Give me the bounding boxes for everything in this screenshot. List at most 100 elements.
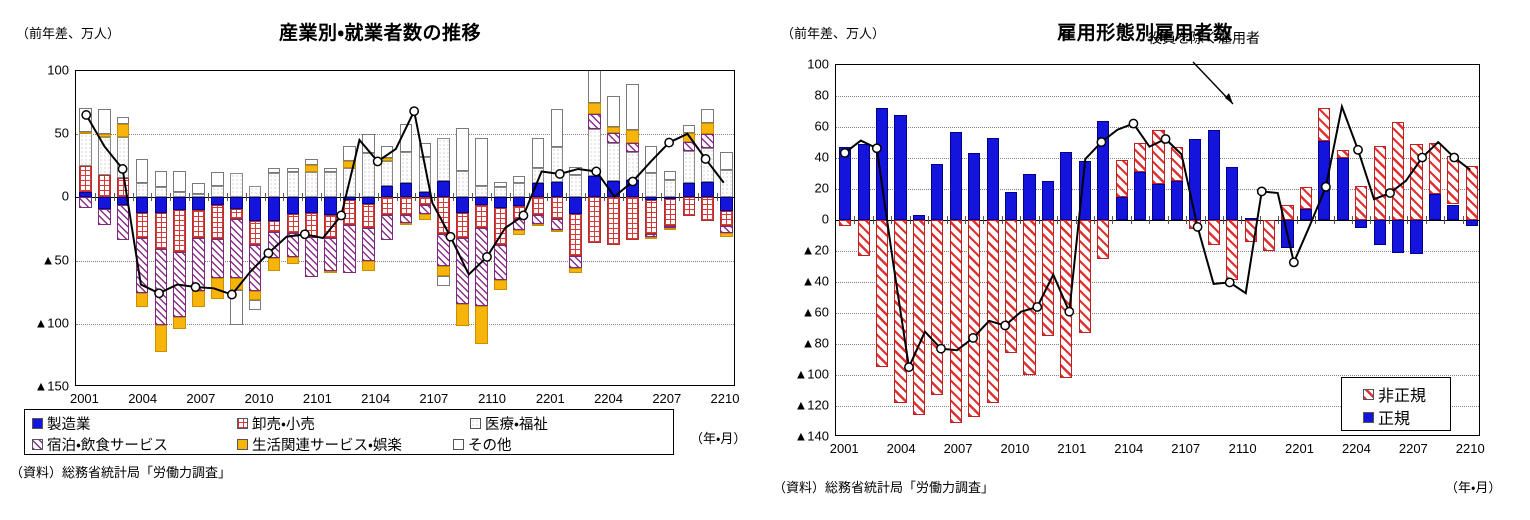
bar-segment (494, 207, 507, 246)
legend-item: 医療・福祉 (470, 413, 548, 434)
bar-segment (362, 134, 375, 154)
bar-segment (1004, 220, 1018, 354)
gridline (76, 323, 734, 325)
x-tick-mark (641, 193, 643, 202)
bar-segment (1189, 220, 1202, 230)
bar-segment (607, 132, 620, 144)
bar-segment (701, 122, 714, 135)
legend-item: 卸売・小売 (237, 413, 315, 434)
bar-segment (173, 170, 186, 193)
bar-segment (569, 213, 582, 256)
x-tick-mark (208, 193, 209, 202)
legend-label: 宿泊・飲食サービス (47, 438, 168, 454)
bar-segment (1336, 150, 1349, 158)
bar-segment (211, 239, 224, 279)
bar-segment (211, 204, 224, 240)
x-tick-label: 2207 (1398, 441, 1428, 456)
right-unit-label: （前年差、万人） (781, 26, 886, 41)
bar-segment (211, 197, 224, 205)
bar-segment (839, 147, 852, 220)
bar-segment (644, 173, 658, 198)
bar-segment (248, 221, 262, 246)
bar-group (1041, 65, 1054, 435)
x-tick-mark (891, 216, 893, 224)
x-tick-mark (283, 193, 285, 202)
bar-segment (839, 220, 852, 227)
x-tick-mark (1057, 216, 1059, 224)
bar-segment (626, 151, 639, 180)
bar-segment (418, 156, 432, 193)
bar-segment (135, 159, 149, 184)
legend-swatch-icon (237, 439, 248, 450)
x-tick-mark (1186, 216, 1188, 224)
y-tick-label: ▲100 (794, 366, 829, 382)
bar-group (305, 71, 318, 385)
bar-group (135, 71, 149, 385)
bar-segment (173, 251, 186, 318)
bar-segment (1465, 220, 1478, 227)
bar-group (1465, 65, 1478, 435)
bar-segment (456, 127, 469, 171)
bar-segment (626, 83, 639, 131)
bar-segment (211, 186, 224, 198)
bar-segment (173, 192, 186, 198)
x-tick-label: 2010 (244, 391, 274, 406)
y-tick-label: 100 (807, 56, 829, 72)
bar-segment (531, 223, 545, 227)
bar-group (931, 65, 944, 435)
y-tick-label: 60 (814, 118, 829, 134)
legend-item: 正規 (1363, 405, 1410, 429)
x-tick-mark (604, 193, 605, 202)
bar-segment (588, 71, 601, 103)
bar-group (569, 71, 582, 385)
y-tick-label: 100 (47, 62, 69, 78)
bar-segment (116, 136, 130, 179)
bar-segment (362, 153, 375, 198)
bar-segment (192, 197, 205, 211)
bar-segment (437, 265, 450, 276)
x-tick-mark (1223, 216, 1224, 224)
bar-segment (437, 180, 450, 198)
x-tick-mark (189, 193, 191, 202)
bar-segment (305, 212, 318, 237)
bar-segment (286, 232, 300, 257)
bar-group (512, 71, 526, 385)
x-tick-mark (472, 193, 473, 202)
bar-segment (986, 220, 999, 403)
bar-segment (98, 174, 111, 198)
bar-segment (324, 270, 337, 273)
bar-segment (682, 183, 696, 198)
bar-segment (875, 220, 889, 368)
bar-segment (380, 160, 394, 186)
bar-segment (1391, 122, 1405, 220)
bar-segment (569, 268, 582, 274)
bar-segment (1373, 220, 1386, 245)
left-legend (24, 409, 674, 455)
bar-segment (211, 278, 224, 299)
x-tick-label: 2001 (829, 441, 859, 456)
bar-segment (663, 198, 677, 227)
bar-group (663, 71, 677, 385)
bar-segment (1004, 192, 1018, 220)
legend-swatch-icon (470, 418, 481, 429)
bar-segment (343, 168, 356, 198)
x-tick-mark (1112, 216, 1114, 224)
legend-label: 正規 (1378, 411, 1411, 428)
x-tick-label: 2104 (361, 391, 391, 406)
gridline (836, 375, 1479, 376)
bar-group (1152, 65, 1165, 435)
bar-group (1097, 65, 1110, 435)
left-x-axis-caption: （年・月） (690, 431, 747, 446)
x-tick-mark (1296, 216, 1298, 224)
bar-segment (701, 148, 714, 183)
bar-segment (116, 116, 130, 125)
bar-segment (720, 151, 733, 170)
bar-segment (1023, 220, 1036, 375)
x-tick-mark (660, 193, 662, 202)
bar-group (1226, 65, 1239, 435)
bar-segment (380, 158, 394, 161)
y-tick-label: 0 (821, 211, 829, 227)
bar-segment (437, 234, 450, 266)
y-tick-label: 80 (814, 87, 829, 103)
bar-segment (418, 204, 432, 214)
